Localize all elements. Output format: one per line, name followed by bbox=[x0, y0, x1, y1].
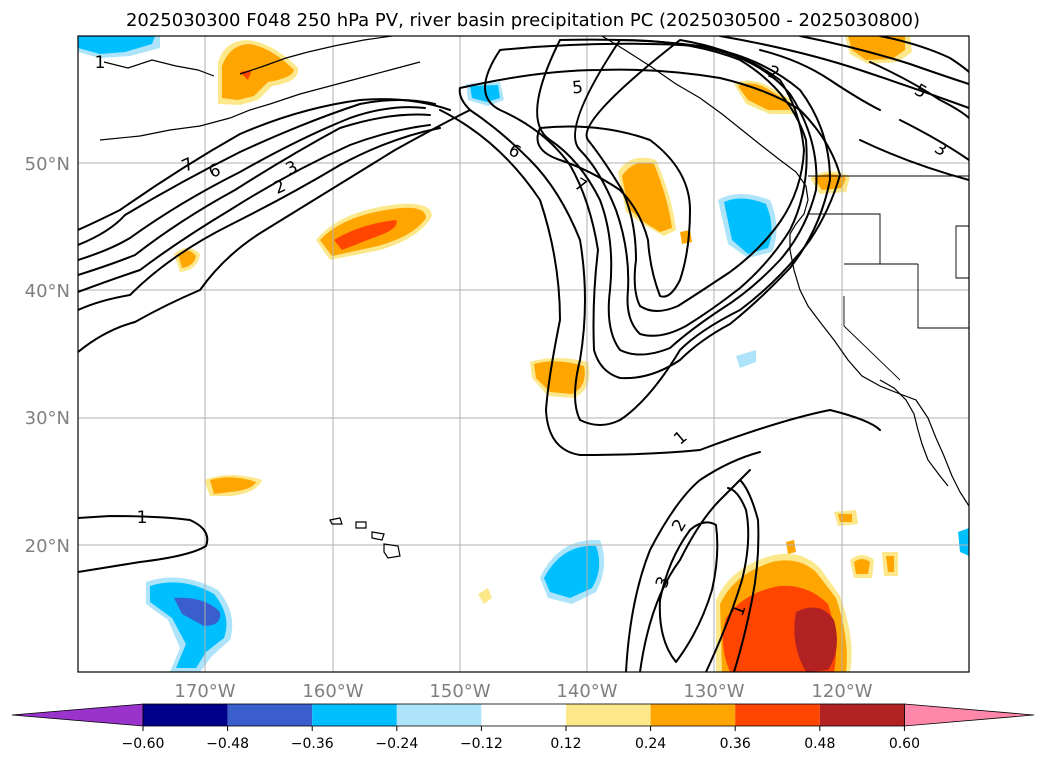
neg-anomaly-oregon bbox=[718, 194, 777, 258]
colorbar-segment bbox=[481, 704, 566, 726]
pos-anomaly-dot bbox=[478, 588, 492, 604]
neg-anomaly-e-edge bbox=[958, 528, 969, 556]
map-background bbox=[78, 36, 969, 672]
colorbar-segment bbox=[396, 704, 482, 726]
map-frame: 1 2 3 5 6 7 1 2 3 5 6 7 1 2 3 1 bbox=[77, 35, 970, 673]
colorbar-tick-label: −0.48 bbox=[206, 736, 249, 752]
colorbar-tick-label: 0.24 bbox=[635, 736, 666, 752]
lat-labels: 50°N 40°N 30°N 20°N bbox=[25, 154, 70, 557]
lon-labels: 170°W 160°W 150°W 140°W 130°W 120°W bbox=[174, 681, 872, 702]
lon-label-170w: 170°W bbox=[174, 681, 235, 702]
lat-label-30n: 30°N bbox=[25, 408, 70, 429]
colorbar-segment bbox=[566, 704, 651, 726]
lon-label-150w: 150°W bbox=[429, 681, 490, 702]
colorbar-tick-label: −0.24 bbox=[375, 736, 418, 752]
lon-label-160w: 160°W bbox=[302, 681, 363, 702]
neg-anomaly-sw bbox=[146, 577, 233, 672]
colorbar-tick-label: 0.48 bbox=[804, 736, 835, 752]
lon-label-130w: 130°W bbox=[683, 681, 744, 702]
lat-label-50n: 50°N bbox=[25, 154, 70, 175]
colorbar-tick-label: 0.12 bbox=[550, 736, 581, 752]
pv-contours bbox=[78, 36, 969, 672]
gridlines bbox=[78, 36, 969, 672]
colorbar-outline bbox=[142, 703, 905, 727]
colorbar-extend-max bbox=[904, 703, 1035, 727]
pos-anomaly-central-n bbox=[316, 203, 432, 260]
colorbar-extend-min bbox=[11, 703, 144, 727]
colorbar-tick-label: −0.36 bbox=[291, 736, 334, 752]
colorbar-tick-label: 0.60 bbox=[889, 736, 920, 752]
colorbar-segment bbox=[227, 704, 313, 726]
colorbar-segment bbox=[735, 704, 820, 726]
neg-anomaly-nw bbox=[78, 36, 160, 58]
contour-label: 1 bbox=[95, 53, 106, 73]
lon-label-120w: 120°W bbox=[811, 681, 872, 702]
contour-label: 5 bbox=[571, 78, 584, 99]
lat-label-20n: 20°N bbox=[25, 536, 70, 557]
colorbar: −0.60 −0.48 −0.36 −0.24 −0.12 0.12 0.24 0.36 0.4… bbox=[11, 703, 1035, 752]
pos-anomaly-ne bbox=[845, 36, 912, 64]
colorbar-tick-label: 0.36 bbox=[720, 736, 751, 752]
contour-label: 1 bbox=[137, 508, 148, 528]
chart-title: 2025030300 F048 250 hPa PV, river basin … bbox=[126, 10, 920, 31]
coastlines bbox=[99, 36, 969, 559]
pos-anomaly-bc bbox=[734, 80, 796, 114]
pos-anomaly-hawaii-w bbox=[204, 475, 262, 496]
neg-anomaly-small bbox=[736, 350, 756, 368]
borders bbox=[808, 175, 969, 381]
pos-anomaly-mexico bbox=[834, 510, 898, 578]
colorbar-segment bbox=[143, 704, 228, 726]
colorbar-segment bbox=[819, 704, 905, 726]
colorbar-tick-label: −0.12 bbox=[460, 736, 503, 752]
colorbar-tick-label: −0.60 bbox=[122, 736, 165, 752]
colorbar-segment bbox=[312, 704, 397, 726]
map-border bbox=[77, 35, 970, 673]
colorbar-segment bbox=[650, 704, 736, 726]
lat-label-40n: 40°N bbox=[25, 281, 70, 302]
lon-label-140w: 140°W bbox=[556, 681, 617, 702]
pos-anomaly-pac-north bbox=[618, 157, 692, 244]
neg-anomaly-hawaii-e bbox=[540, 539, 605, 604]
